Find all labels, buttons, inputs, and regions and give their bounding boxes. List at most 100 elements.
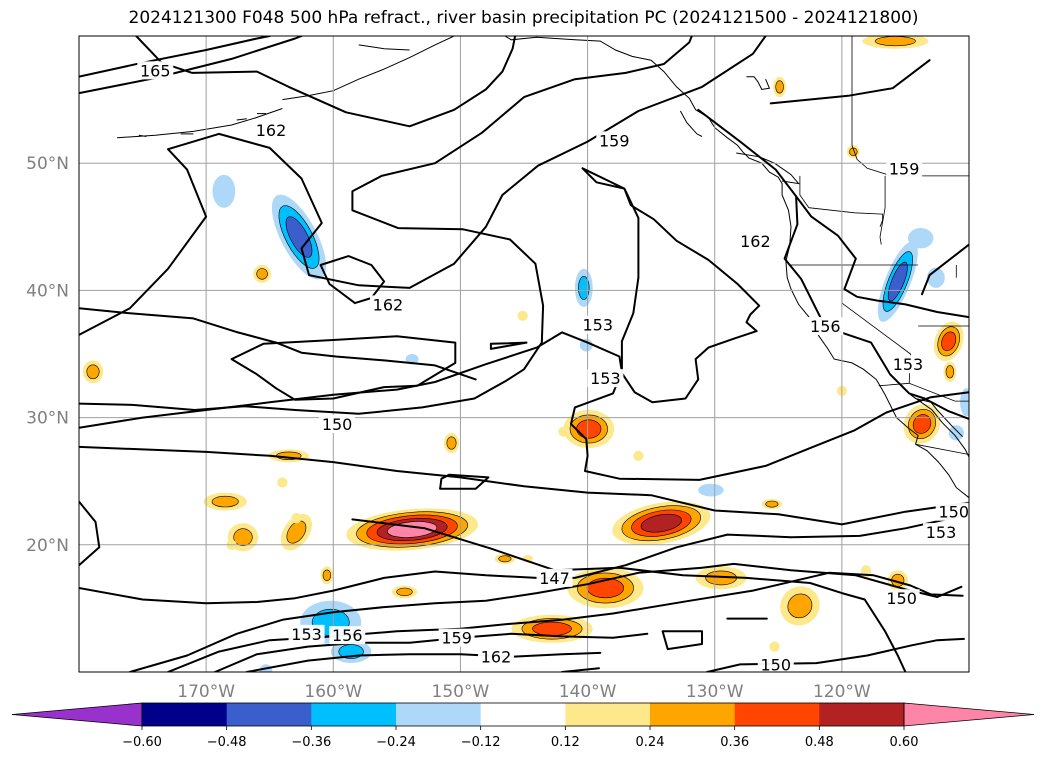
colorbar-extend-min: [11, 702, 143, 727]
colorbar-segment: [734, 703, 820, 726]
precip-area-negative: [948, 425, 964, 441]
precip-level-2: [446, 436, 457, 450]
precip-area-positive: [761, 499, 783, 510]
precip-area-positive: [558, 426, 569, 437]
contour-label: 153: [291, 625, 322, 644]
contour-label: 153: [926, 523, 957, 542]
precip-level-2: [775, 80, 784, 94]
precip-area-positive: [903, 404, 941, 444]
lat-tick-label: 20°N: [26, 536, 69, 556]
colorbar-tick-label: 0.24: [636, 735, 665, 750]
chart-title: 2024121300 F048 500 hPa refract., river …: [128, 8, 919, 28]
contour-label-bg: [478, 647, 515, 666]
precip-area-positive: [291, 513, 302, 524]
precip-area-negative: [960, 388, 969, 417]
contour-label: 150: [760, 655, 791, 674]
precip-level-2: [396, 587, 413, 597]
contour-label-bg: [935, 502, 969, 521]
contour-line: [79, 331, 564, 429]
precip-area-positive: [943, 361, 957, 382]
precip-level-1: [405, 354, 419, 365]
precip-level-3: [285, 216, 313, 258]
precip-level-3: [912, 414, 932, 434]
contour-label: 156: [332, 626, 363, 645]
precip-level-2: [322, 569, 332, 581]
contour-label-bg: [757, 655, 794, 672]
lon-tick-label: 130°W: [686, 682, 744, 702]
contour-label: 153: [582, 316, 613, 335]
contour-label: 159: [599, 131, 630, 150]
contour-line: [706, 637, 965, 672]
precip-area-positive: [769, 641, 780, 652]
contour-label: 162: [740, 232, 771, 251]
coastline: [679, 110, 703, 137]
colorbar-tick-label: −0.60: [122, 735, 162, 750]
contour-line: [439, 473, 490, 490]
colorbar-tick-label: 0.60: [890, 735, 919, 750]
colorbar-segment: [565, 703, 651, 726]
contour-label-bg: [319, 414, 356, 433]
contour-line: [79, 445, 969, 526]
precip-level-3: [576, 419, 602, 439]
contour-line: [79, 36, 693, 415]
contour-line: [561, 667, 600, 672]
lat-tick-label: 30°N: [26, 409, 69, 429]
contour-label-bg: [329, 626, 366, 645]
precip-area-positive: [695, 566, 747, 590]
contour-line: [128, 562, 963, 672]
precip-area-negative: [698, 483, 724, 497]
contour-label-bg: [536, 568, 573, 587]
contour-label-bg: [883, 589, 920, 608]
lat-tick-label: 50°N: [26, 154, 69, 174]
colorbar-tick-label: −0.48: [207, 735, 247, 750]
contour-label: 162: [256, 121, 287, 140]
contour-line: [319, 255, 386, 305]
precip-area-positive: [780, 586, 820, 626]
precip-area-positive: [443, 432, 460, 454]
precip-level-3: [532, 621, 572, 636]
precip-area-positive: [494, 553, 516, 564]
coastline: [236, 118, 247, 121]
contour-line: [79, 36, 271, 78]
precip-level-1: [579, 338, 593, 352]
contour-line: [79, 513, 969, 605]
contour-label: 159: [889, 159, 920, 178]
contour-label: 150: [938, 503, 969, 522]
precip-area-positive: [862, 36, 929, 49]
lat-tick-label: 40°N: [26, 281, 69, 301]
precip-level-3: [887, 261, 908, 302]
contour-label: 150: [886, 589, 917, 608]
contour-label-bg: [137, 61, 174, 80]
colorbar-extend-max: [903, 702, 1035, 727]
precip-level-1: [908, 228, 934, 249]
contour-label-bg: [889, 355, 926, 374]
coastline: [736, 152, 800, 185]
contour-label: 162: [481, 648, 512, 667]
precip-area-negative: [574, 268, 593, 307]
contour-label: 153: [893, 355, 924, 374]
precip-area-positive: [280, 513, 313, 551]
coastline: [746, 76, 771, 90]
colorbar-tick-label: 0.36: [720, 735, 749, 750]
coastline: [358, 44, 410, 51]
contour-label-bg: [369, 295, 406, 314]
precip-level-2: [787, 593, 813, 619]
precip-level-2: [874, 36, 916, 47]
precip-level-1: [212, 174, 236, 208]
contour-line: [214, 632, 649, 672]
contour-line: [135, 36, 517, 128]
contour-line: [581, 167, 761, 404]
precip-level-1: [769, 641, 780, 652]
precip-area-positive: [773, 76, 786, 98]
lon-tick-label: 120°W: [813, 682, 871, 702]
precip-level-3: [941, 331, 957, 352]
contour-label: 159: [441, 629, 472, 648]
contour-label-bg: [252, 121, 289, 140]
lon-tick-label: 160°W: [304, 682, 362, 702]
contour-label-bg: [886, 159, 923, 178]
contour-label: 147: [539, 569, 570, 588]
contour-label-bg: [587, 369, 624, 388]
precip-area-negative: [405, 354, 419, 365]
